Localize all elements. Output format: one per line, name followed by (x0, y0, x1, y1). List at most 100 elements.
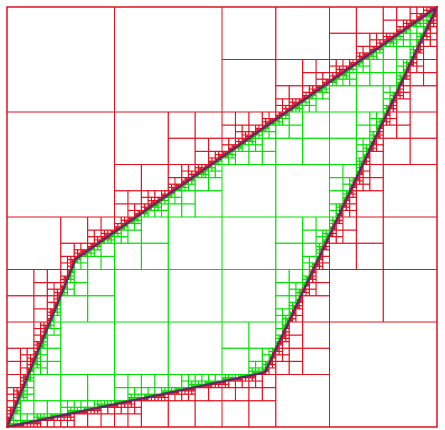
inside-cell (241, 144, 250, 152)
inside-cell (288, 282, 297, 290)
inside-cell (80, 262, 89, 271)
outside-cell (409, 6, 418, 15)
outside-cell (248, 111, 263, 126)
inside-cell (100, 255, 115, 271)
outside-cell (271, 360, 277, 366)
outside-cell (127, 209, 136, 218)
inside-cell (362, 59, 371, 67)
outside-cell (402, 78, 411, 87)
outside-cell (6, 387, 15, 395)
inside-cell (275, 137, 304, 165)
inside-cell (93, 249, 102, 257)
outside-cell (335, 59, 344, 67)
outside-cell (19, 360, 28, 369)
inside-cell (261, 354, 270, 362)
inside-cell (261, 150, 277, 166)
outside-cell (362, 170, 371, 179)
outside-cell (114, 406, 122, 415)
inside-cell (308, 98, 317, 106)
outside-cell (33, 334, 42, 343)
outside-cell (134, 400, 142, 408)
outside-cell (275, 85, 290, 100)
outside-cell (127, 203, 136, 211)
outside-cell (6, 111, 115, 218)
inside-cell (329, 209, 337, 218)
inside-cell (127, 387, 136, 395)
outside-cell (329, 72, 334, 77)
inside-cell (46, 328, 55, 336)
inside-cell (402, 39, 411, 47)
inside-cell (114, 242, 142, 270)
outside-cell (221, 6, 277, 60)
inside-cell (409, 32, 418, 41)
inside-cell (248, 321, 277, 349)
outside-cell (140, 400, 169, 428)
outside-cell (6, 6, 115, 113)
outside-cell (167, 393, 176, 402)
outside-cell (167, 137, 196, 165)
inside-cell (355, 72, 371, 87)
inside-cell (302, 262, 310, 271)
outside-cell (241, 380, 250, 389)
inside-cell (268, 131, 277, 139)
outside-cell (46, 301, 55, 310)
inside-cell (221, 269, 277, 323)
inside-cell (13, 413, 21, 421)
inside-cell (423, 19, 428, 24)
inside-cell (295, 282, 304, 290)
outside-cell (382, 6, 398, 21)
outside-cell (322, 255, 330, 264)
inside-cell (308, 104, 317, 113)
outside-cell (369, 150, 384, 166)
outside-cell (167, 400, 196, 428)
inside-cell (73, 269, 89, 284)
inside-cell (329, 137, 357, 165)
outside-cell (194, 387, 210, 402)
outside-cell (396, 111, 411, 126)
inside-cell (369, 59, 384, 74)
inside-cell (120, 236, 129, 244)
outside-cell (107, 406, 115, 415)
inside-cell (80, 400, 89, 408)
inside-cell (208, 177, 223, 192)
inside-cell (288, 111, 304, 126)
outside-cell (409, 111, 438, 139)
outside-cell (187, 164, 196, 172)
outside-cell (221, 137, 230, 146)
inside-cell (329, 85, 357, 113)
outside-cell (335, 223, 344, 231)
inside-cell (255, 144, 263, 152)
inside-cell (33, 400, 48, 415)
inside-cell (255, 137, 263, 146)
outside-cell (73, 413, 89, 428)
inside-cell (73, 400, 82, 408)
inside-cell (315, 216, 330, 231)
outside-cell (167, 111, 196, 139)
inside-cell (315, 91, 324, 100)
outside-cell (208, 137, 223, 152)
outside-cell (248, 380, 257, 389)
inside-cell (221, 157, 230, 166)
outside-cell (6, 269, 35, 297)
outside-cell (221, 144, 230, 152)
outside-cell (134, 203, 142, 211)
inside-cell (302, 269, 310, 277)
outside-cell (402, 91, 411, 100)
inside-cell (231, 150, 236, 156)
inside-cell (302, 104, 310, 113)
outside-cell (60, 282, 65, 287)
outside-cell (234, 387, 250, 402)
inside-cell (87, 295, 116, 323)
outside-cell (53, 282, 62, 290)
inside-cell (221, 321, 250, 349)
outside-cell (295, 308, 304, 316)
outside-cell (281, 341, 290, 349)
inside-cell (140, 216, 169, 244)
inside-cell (66, 288, 75, 297)
inside-cell (114, 387, 129, 402)
inside-cell (329, 164, 344, 179)
outside-cell (6, 216, 62, 270)
inside-cell (416, 26, 425, 34)
outside-cell (382, 216, 438, 270)
inside-cell (261, 347, 270, 356)
